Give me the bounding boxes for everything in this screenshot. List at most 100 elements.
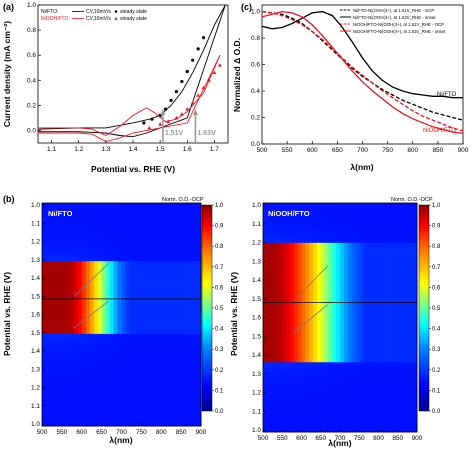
heatmap-cell — [161, 247, 165, 252]
heatmap-cell — [405, 243, 409, 248]
heatmap-cell — [363, 407, 367, 412]
heatmap-cell — [157, 222, 161, 227]
heatmap-cell — [153, 378, 157, 383]
heatmap-cell — [382, 293, 386, 298]
heatmap-cell — [321, 203, 325, 208]
heatmap-cell — [336, 397, 340, 402]
heatmap-ni — [42, 203, 201, 426]
heatmap-cell — [169, 315, 173, 320]
heatmap-cell — [371, 392, 375, 397]
heatmap-cell — [382, 362, 386, 367]
heatmap-cell — [137, 358, 141, 363]
heatmap-cell — [313, 322, 317, 327]
heatmap-cell — [141, 319, 145, 324]
heatmap-cell — [317, 258, 321, 263]
heatmap-cell — [294, 352, 298, 357]
heatmap-cell — [386, 407, 390, 412]
heatmap-cell — [375, 402, 379, 407]
heatmap-cell — [275, 342, 279, 347]
heatmap-cell — [86, 348, 90, 353]
heatmap-cell — [275, 263, 279, 268]
heatmap-cell — [125, 344, 129, 349]
heatmap-cell — [74, 242, 78, 247]
heatmap-cell — [282, 387, 286, 392]
heatmap-cell — [66, 247, 70, 252]
heatmap-cell — [157, 324, 161, 329]
heatmap-cell — [118, 378, 122, 383]
heatmap-cell — [379, 417, 383, 422]
heatmap-cell — [309, 228, 313, 233]
heatmap-cell — [141, 285, 145, 290]
heatmap-cell — [290, 412, 294, 417]
heatmap-cell — [161, 203, 165, 208]
heatmap-cell — [394, 233, 398, 238]
heatmap-cell — [398, 313, 402, 318]
heatmap-cell — [133, 353, 137, 358]
heatmap-cell — [263, 417, 267, 422]
heatmap-cell — [340, 288, 344, 293]
heatmap-cell — [282, 402, 286, 407]
heatmap-cell — [367, 258, 371, 263]
heatmap-cell — [153, 276, 157, 281]
heatmap-cell — [98, 319, 102, 324]
heatmap-cell — [402, 412, 406, 417]
heatmap-cell — [386, 218, 390, 223]
heatmap-cell — [375, 347, 379, 352]
heatmap-cell — [153, 218, 157, 223]
legend-ni-ss: steady state — [120, 9, 147, 15]
heatmap-cell — [336, 253, 340, 258]
heatmap-cell — [141, 237, 145, 242]
heatmap-cell — [86, 382, 90, 387]
heatmap-cell — [118, 271, 122, 276]
heatmap-cell — [302, 367, 306, 372]
heatmap-cell — [379, 268, 383, 273]
heatmap-cell — [125, 334, 129, 339]
heatmap-cell — [386, 283, 390, 288]
heatmap-cell — [122, 344, 126, 349]
heatmap-cell — [344, 283, 348, 288]
heatmap-cell — [129, 324, 133, 329]
heatmap-cell — [282, 362, 286, 367]
heatmap-cell — [367, 313, 371, 318]
heatmap-cell — [298, 397, 302, 402]
heatmap-cell — [302, 223, 306, 228]
heatmap-cell — [302, 303, 306, 308]
heatmap-cell — [185, 251, 189, 256]
heatmap-cell — [325, 283, 329, 288]
heatmap-cell — [382, 258, 386, 263]
heatmap-cell — [161, 261, 165, 266]
heatmap-cell — [189, 329, 193, 334]
heatmap-cell — [379, 337, 383, 342]
heatmap-cell — [66, 222, 70, 227]
heatmap-cell — [267, 238, 271, 243]
heatmap-cell — [70, 237, 74, 242]
heatmap-cell — [149, 251, 153, 256]
heatmap-cell — [161, 397, 165, 402]
heatmap-cell — [282, 248, 286, 253]
heatmap-cell — [286, 407, 290, 412]
heatmap-cell — [169, 324, 173, 329]
heatmap-cell — [348, 377, 352, 382]
heatmap-cell — [161, 378, 165, 383]
heatmap-cell — [42, 256, 46, 261]
heatmap-cell — [185, 402, 189, 407]
heatmap-cell — [193, 266, 197, 271]
heatmap-cell — [263, 382, 267, 387]
colorbar-tick-label: 0.8 — [215, 244, 224, 250]
heatmap-cell — [302, 263, 306, 268]
heatmap-cell — [348, 208, 352, 213]
heatmap-cell — [348, 308, 352, 313]
heatmap-cell — [129, 222, 133, 227]
heatmap-cell — [133, 402, 137, 407]
heatmap-cell — [50, 334, 54, 339]
heatmap-cell — [177, 276, 181, 281]
heatmap-cell — [302, 268, 306, 273]
heatmap-cell — [90, 416, 94, 421]
heatmap-cell — [363, 377, 367, 382]
heatmap-cell — [386, 223, 390, 228]
heatmap-cell — [298, 367, 302, 372]
heatmap-cell — [275, 253, 279, 258]
heatmap-cell — [398, 243, 402, 248]
heatmap-cell — [157, 378, 161, 383]
heatmap-cell — [133, 232, 137, 237]
